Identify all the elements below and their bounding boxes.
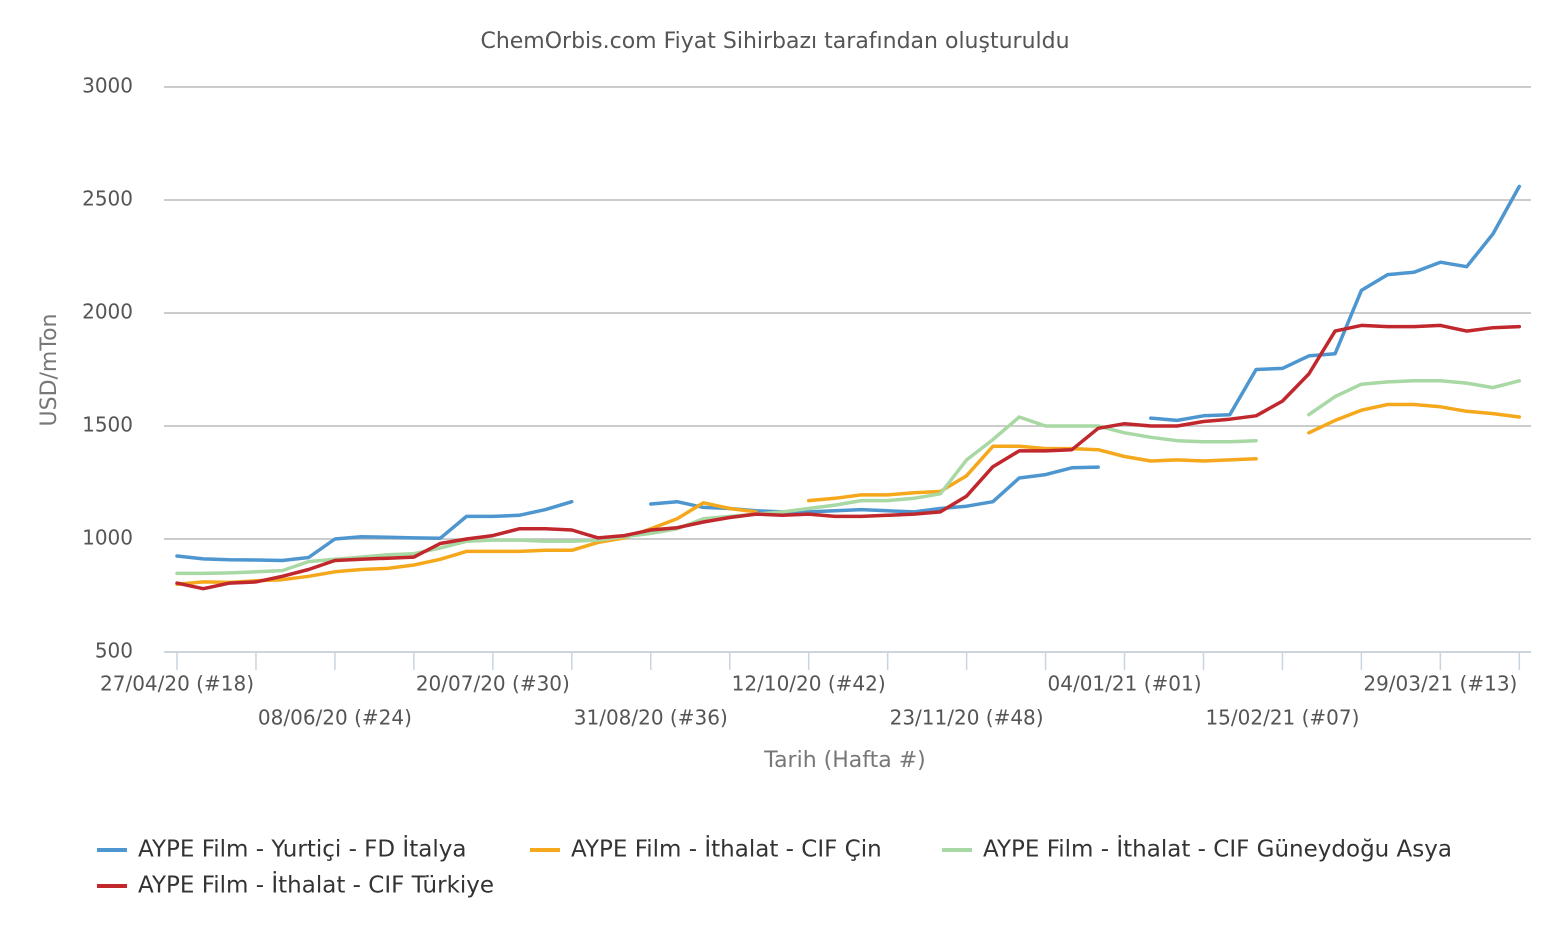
x-tick-label: 23/11/20 (#48)	[890, 706, 1044, 730]
x-tick-label: 27/04/20 (#18)	[100, 672, 254, 696]
y-axis-label: USD/mTon	[37, 314, 62, 427]
y-tick-label: 500	[95, 639, 133, 663]
y-tick-label: 2500	[82, 187, 133, 211]
y-tick-label: 2000	[82, 300, 133, 324]
x-tick-label: 12/10/20 (#42)	[732, 672, 886, 696]
legend-label: AYPE Film - İthalat - CIF Türkiye	[138, 871, 494, 899]
y-tick-label: 1000	[82, 526, 133, 550]
x-tick-label: 15/02/21 (#07)	[1205, 706, 1359, 730]
x-tick-label: 04/01/21 (#01)	[1048, 672, 1202, 696]
x-tick-label: 08/06/20 (#24)	[258, 706, 412, 730]
series-line	[175, 323, 1522, 591]
legend-label: AYPE Film - İthalat - CIF Çin	[571, 835, 882, 863]
chart-title: ChemOrbis.com Fiyat Sihirbazı tarafından…	[480, 29, 1069, 54]
legend-label: AYPE Film - Yurtiçi - FD İtalya	[138, 835, 466, 863]
x-tick-label: 31/08/20 (#36)	[574, 706, 728, 730]
y-tick-label: 1500	[82, 413, 133, 437]
series-line	[175, 402, 1522, 586]
y-tick-label: 3000	[82, 74, 133, 98]
x-tick-label: 20/07/20 (#30)	[416, 672, 570, 696]
legend-label: AYPE Film - İthalat - CIF Güneydoğu Asya	[983, 835, 1452, 863]
x-axis-label: Tarih (Hafta #)	[763, 748, 925, 773]
series-line	[175, 379, 1522, 576]
x-tick-label: 29/03/21 (#13)	[1363, 672, 1517, 696]
